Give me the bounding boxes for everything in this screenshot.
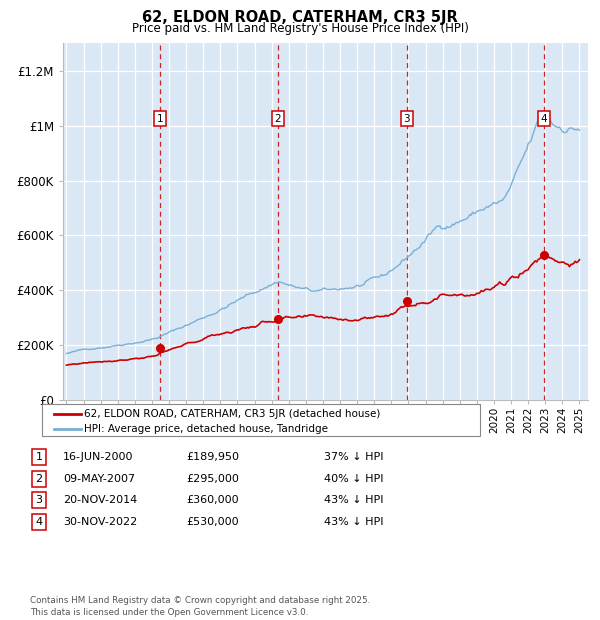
Text: £189,950: £189,950 <box>186 452 239 462</box>
Text: 62, ELDON ROAD, CATERHAM, CR3 5JR: 62, ELDON ROAD, CATERHAM, CR3 5JR <box>142 10 458 25</box>
Text: 3: 3 <box>35 495 43 505</box>
Text: £360,000: £360,000 <box>186 495 239 505</box>
Text: 37% ↓ HPI: 37% ↓ HPI <box>324 452 383 462</box>
Text: 40% ↓ HPI: 40% ↓ HPI <box>324 474 383 484</box>
Text: 20-NOV-2014: 20-NOV-2014 <box>63 495 137 505</box>
Text: Contains HM Land Registry data © Crown copyright and database right 2025.
This d: Contains HM Land Registry data © Crown c… <box>30 596 370 617</box>
Text: 4: 4 <box>35 517 43 527</box>
Text: £530,000: £530,000 <box>186 517 239 527</box>
Text: HPI: Average price, detached house, Tandridge: HPI: Average price, detached house, Tand… <box>84 424 328 434</box>
Text: 2: 2 <box>35 474 43 484</box>
Text: 4: 4 <box>541 114 547 124</box>
Text: 09-MAY-2007: 09-MAY-2007 <box>63 474 135 484</box>
Text: 62, ELDON ROAD, CATERHAM, CR3 5JR (detached house): 62, ELDON ROAD, CATERHAM, CR3 5JR (detac… <box>84 409 380 419</box>
Text: 43% ↓ HPI: 43% ↓ HPI <box>324 495 383 505</box>
Text: Price paid vs. HM Land Registry's House Price Index (HPI): Price paid vs. HM Land Registry's House … <box>131 22 469 35</box>
Text: 1: 1 <box>35 452 43 462</box>
Text: 3: 3 <box>403 114 410 124</box>
Text: 30-NOV-2022: 30-NOV-2022 <box>63 517 137 527</box>
Text: 2: 2 <box>274 114 281 124</box>
Text: £295,000: £295,000 <box>186 474 239 484</box>
Text: 1: 1 <box>157 114 163 124</box>
Text: 43% ↓ HPI: 43% ↓ HPI <box>324 517 383 527</box>
Text: 16-JUN-2000: 16-JUN-2000 <box>63 452 133 462</box>
